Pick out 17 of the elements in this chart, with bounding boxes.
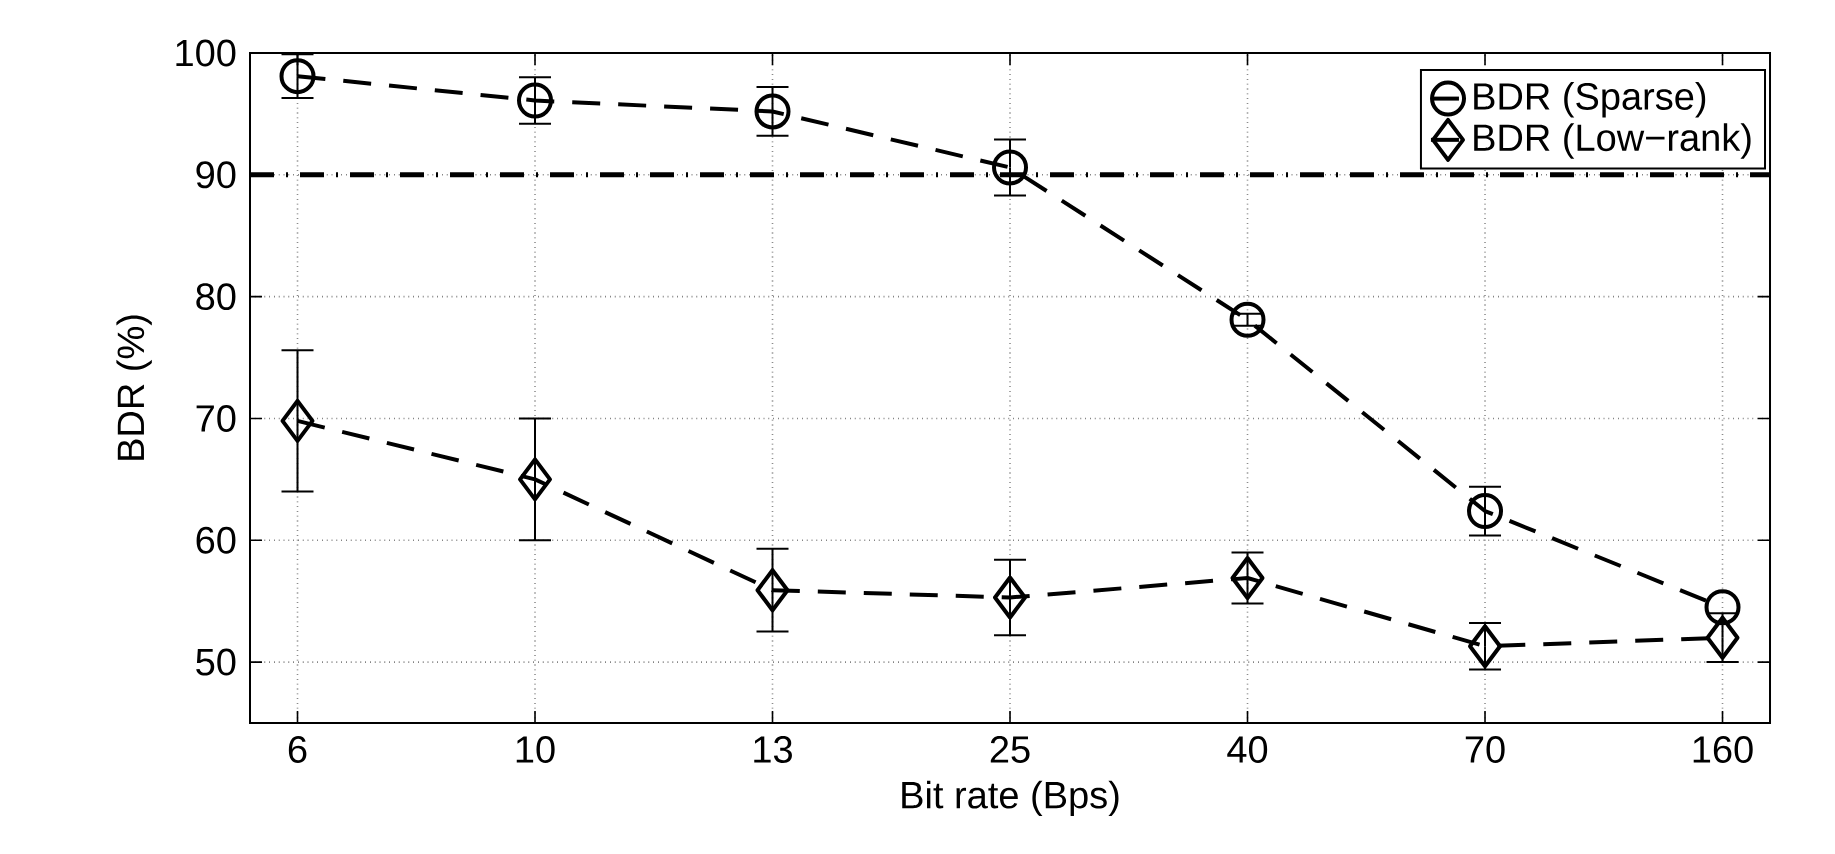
legend-label: BDR (Low−rank) — [1474, 123, 1751, 159]
x-tick-label: 70 — [1465, 736, 1505, 763]
y-tick-label: 50 — [196, 648, 236, 676]
x-tick-label: 13 — [754, 736, 792, 763]
y-axis-title: BDR (%) — [116, 315, 152, 460]
x-tick-label: 6 — [288, 736, 307, 763]
x-tick-label: 25 — [990, 736, 1030, 763]
x-tick-label: 160 — [1693, 736, 1753, 763]
y-tick-label: 80 — [196, 283, 236, 311]
x-axis-title: Bit rate (Bps) — [902, 780, 1119, 817]
y-tick-label: 60 — [196, 526, 236, 554]
x-tick-label: 40 — [1227, 736, 1268, 763]
x-tick-label: 10 — [516, 736, 555, 763]
y-tick-label: 100 — [176, 39, 236, 67]
legend-label: BDR (Sparse) — [1474, 81, 1706, 118]
y-tick-label: 90 — [196, 161, 236, 189]
y-tick-label: 70 — [196, 404, 236, 432]
